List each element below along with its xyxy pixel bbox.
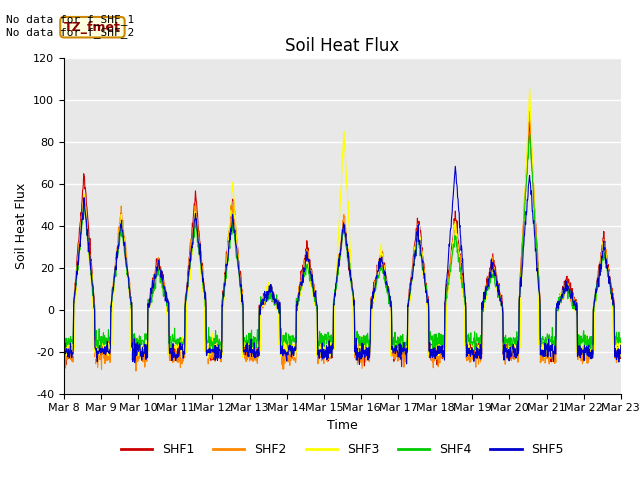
Y-axis label: Soil Heat Flux: Soil Heat Flux: [15, 182, 28, 269]
X-axis label: Time: Time: [327, 419, 358, 432]
Text: TZ_fmet: TZ_fmet: [64, 21, 121, 34]
Text: No data for f_SHF_1
No data for f_SHF_2: No data for f_SHF_1 No data for f_SHF_2: [6, 14, 134, 38]
Title: Soil Heat Flux: Soil Heat Flux: [285, 36, 399, 55]
Legend: SHF1, SHF2, SHF3, SHF4, SHF5: SHF1, SHF2, SHF3, SHF4, SHF5: [116, 438, 569, 461]
